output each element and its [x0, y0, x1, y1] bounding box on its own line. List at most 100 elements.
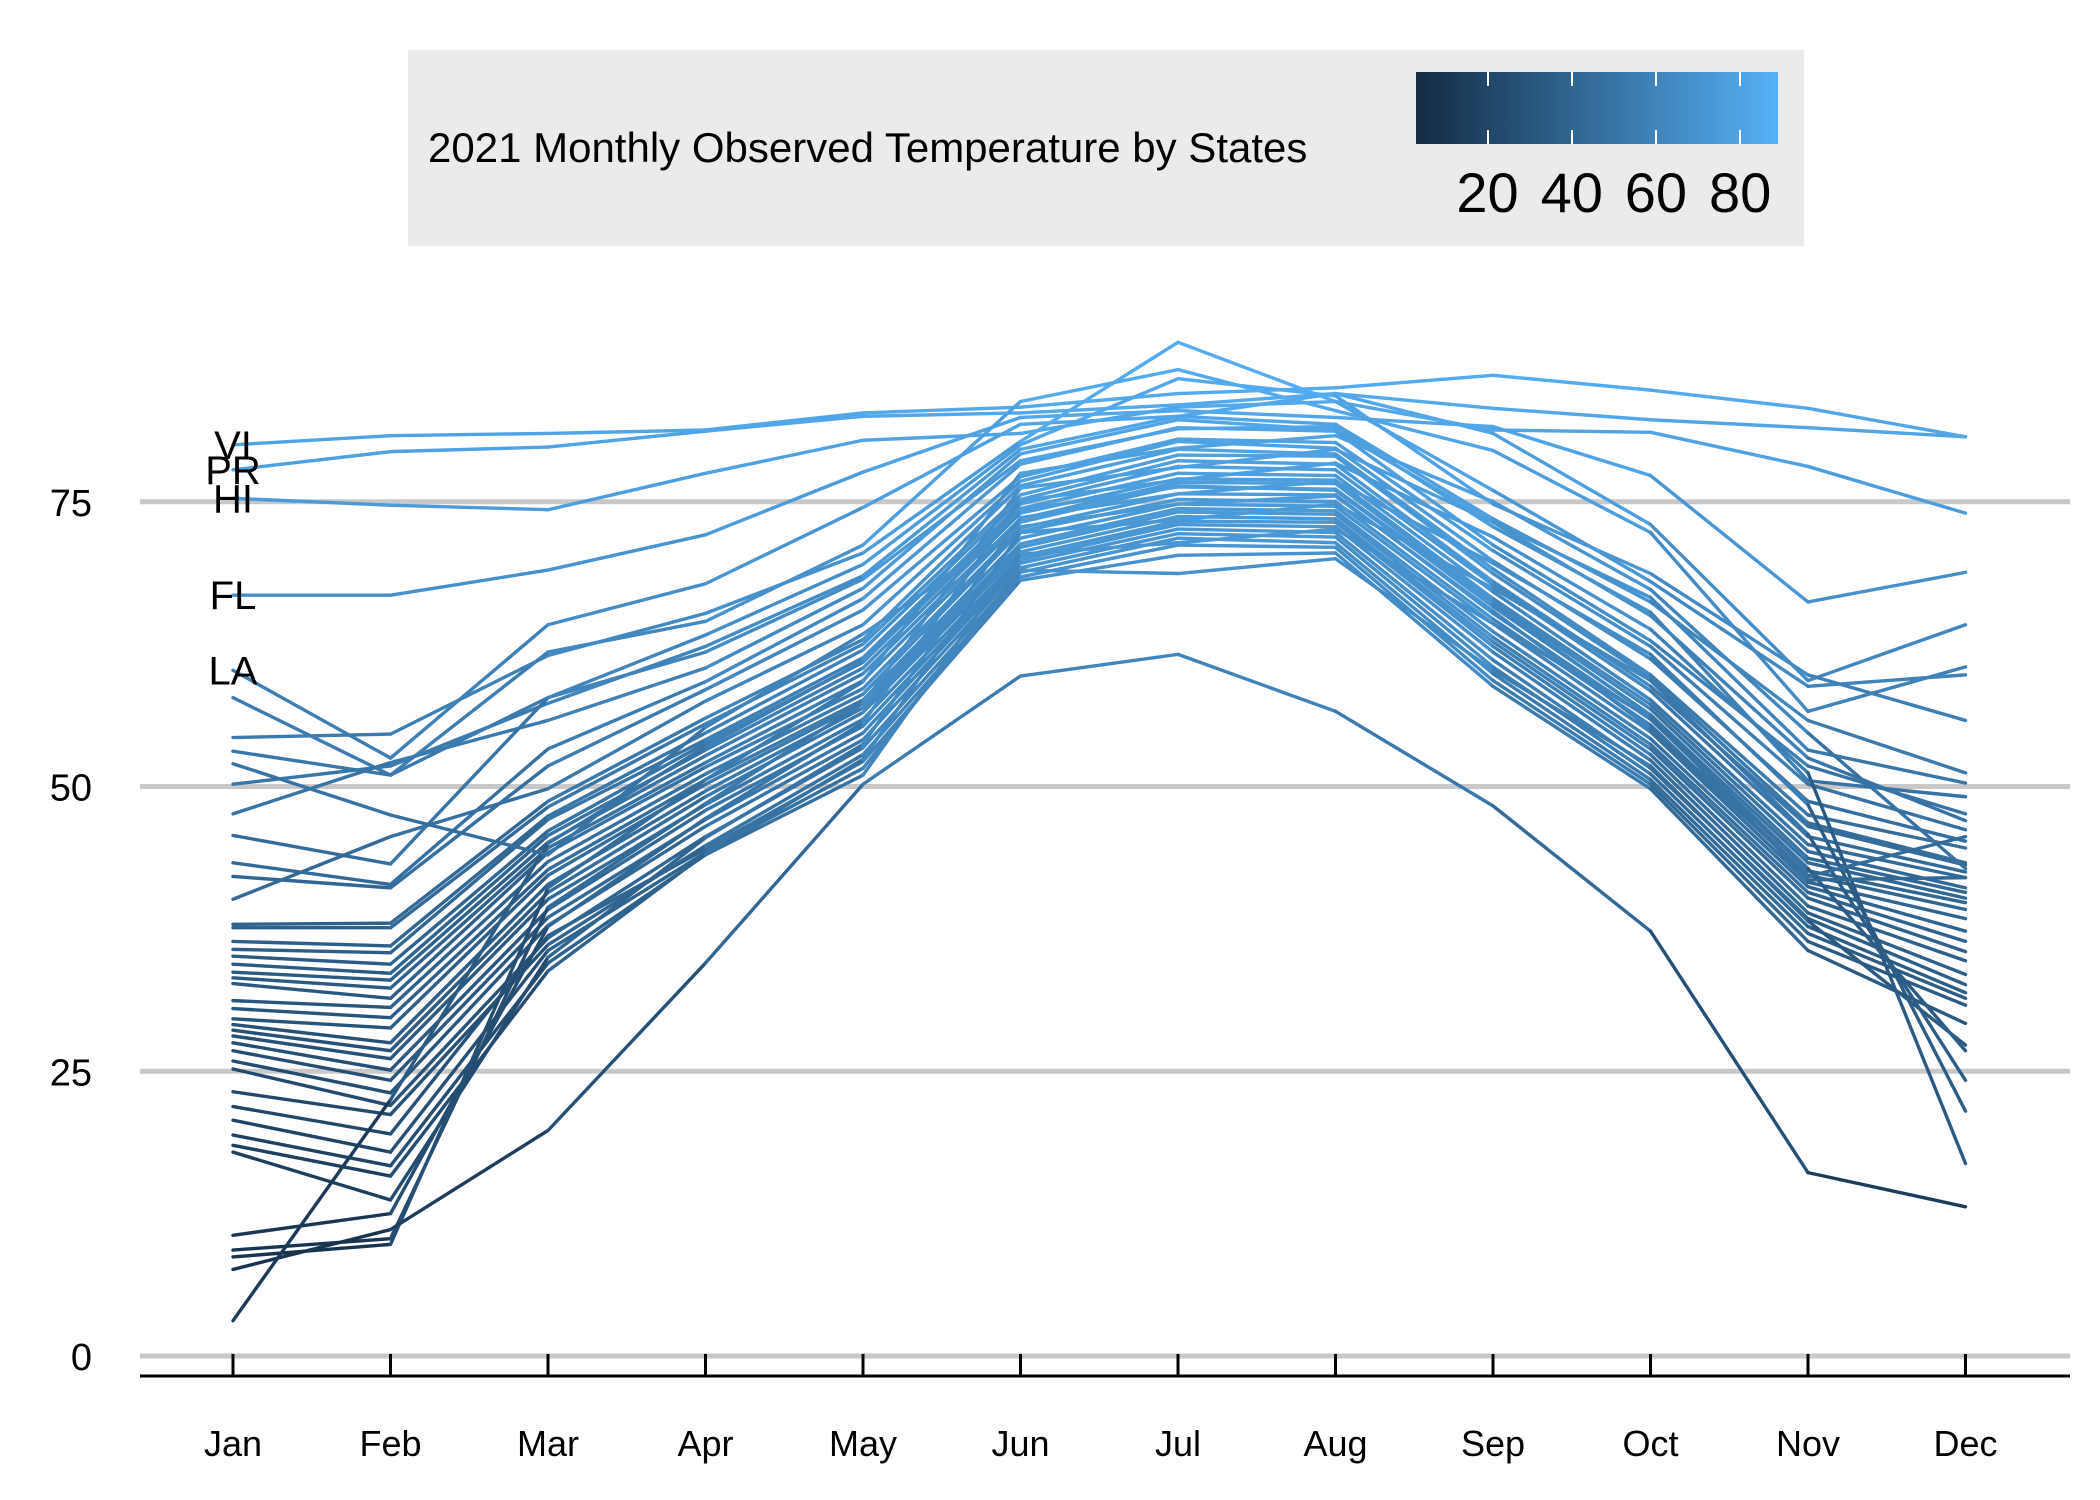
line-segment [1491, 549, 1653, 649]
line-segment [703, 586, 865, 670]
line-segment [1333, 517, 1495, 644]
line-segment [1018, 652, 1180, 678]
line-segment [703, 577, 865, 654]
line-segment [1491, 644, 1653, 757]
line-segment [1018, 403, 1180, 415]
line-segment [703, 701, 865, 806]
line-segment [546, 533, 708, 572]
y-tick-label: 0 [71, 1337, 92, 1379]
line-segment [1648, 473, 1810, 604]
x-axis: Jan Feb Mar Apr May Jun Jul Aug Sep Oct Nov Dec [140, 1354, 2070, 1464]
legend-tick [1570, 72, 1573, 86]
series-label-fl: FL [210, 574, 257, 618]
line-segment [1648, 758, 1810, 915]
series-line [231, 453, 1968, 930]
line-segment [703, 757, 865, 856]
line-segment [1018, 426, 1180, 466]
line-segment [546, 850, 708, 953]
line-segment [1806, 916, 1968, 987]
line-segment [231, 939, 393, 948]
series-line [231, 494, 1968, 879]
line-segment [388, 867, 550, 1020]
line-segment [861, 439, 1023, 555]
line-segment [1018, 446, 1180, 475]
line-segment [388, 817, 550, 955]
line-segment [703, 742, 865, 840]
line-segment [1491, 668, 1653, 768]
line-segment [861, 447, 1023, 578]
line-segment [1333, 525, 1495, 654]
y-tick-label: 50 [50, 768, 92, 810]
line-segment [231, 449, 393, 472]
line-segment [231, 1034, 393, 1061]
line-segment [231, 1227, 393, 1272]
line-segment [231, 861, 393, 887]
line-segment [703, 656, 865, 742]
line-segment [231, 947, 393, 955]
line-segment [231, 1104, 393, 1136]
line-segment [1648, 713, 1810, 865]
line-segment [231, 981, 393, 1001]
line-segment [1018, 465, 1180, 490]
line-segment [231, 1090, 393, 1117]
line-segment [703, 773, 865, 857]
series-line [231, 479, 1968, 1202]
line-segment [231, 668, 393, 760]
line-segment [1176, 464, 1338, 472]
line-segment [1491, 561, 1653, 657]
legend-color-bar [1416, 72, 1778, 144]
line-segment [388, 873, 550, 1030]
line-segment [1491, 535, 1653, 632]
legend-tick [1739, 130, 1742, 144]
line-segment [1648, 418, 1810, 430]
line-segment [388, 653, 550, 736]
line-segment [703, 692, 865, 776]
line-segment [1491, 586, 1653, 683]
line-segment [1806, 834, 1968, 879]
line-segment [388, 431, 550, 438]
line-segment [231, 1118, 393, 1154]
line-segment [231, 962, 393, 975]
line-segment [1333, 504, 1495, 626]
line-segment [1806, 570, 1968, 604]
line-segment [231, 1028, 393, 1053]
line-segment [388, 841, 550, 1102]
line-segment [388, 747, 550, 887]
line-segment [1806, 803, 1968, 1113]
line-segment [1333, 535, 1495, 669]
line-segment [1648, 782, 1810, 944]
line-segment [231, 976, 393, 990]
line-segment [388, 764, 550, 890]
legend-tick [1654, 130, 1657, 144]
line-segment [861, 493, 1023, 646]
line-segment [1176, 459, 1338, 466]
line-segment [231, 1133, 393, 1168]
line-segment [1648, 787, 1810, 953]
line-segment [1806, 875, 1968, 882]
line-segment [861, 568, 1023, 770]
line-segment [1806, 782, 1968, 832]
line-segment [1648, 689, 1810, 839]
line-segment [1176, 557, 1338, 576]
line-segment [231, 1211, 393, 1237]
line-segment [861, 545, 1023, 710]
line-segment [231, 496, 393, 507]
line-segment [546, 777, 708, 890]
line-segment [388, 886, 550, 1247]
line-segment [1648, 627, 1810, 775]
line-segment [231, 1017, 393, 1030]
line-segment [546, 611, 708, 658]
line-segment [1806, 426, 1968, 439]
line-segment [1018, 367, 1180, 404]
line-segment [388, 718, 550, 765]
line-segment [1176, 367, 1338, 413]
legend-tick-label: 20 [1456, 161, 1519, 224]
line-segment [231, 764, 393, 786]
line-segment [546, 816, 708, 929]
line-segment [703, 717, 865, 807]
series-line [231, 531, 1968, 1095]
line-segment [1333, 422, 1495, 521]
line-segment [1491, 571, 1653, 680]
